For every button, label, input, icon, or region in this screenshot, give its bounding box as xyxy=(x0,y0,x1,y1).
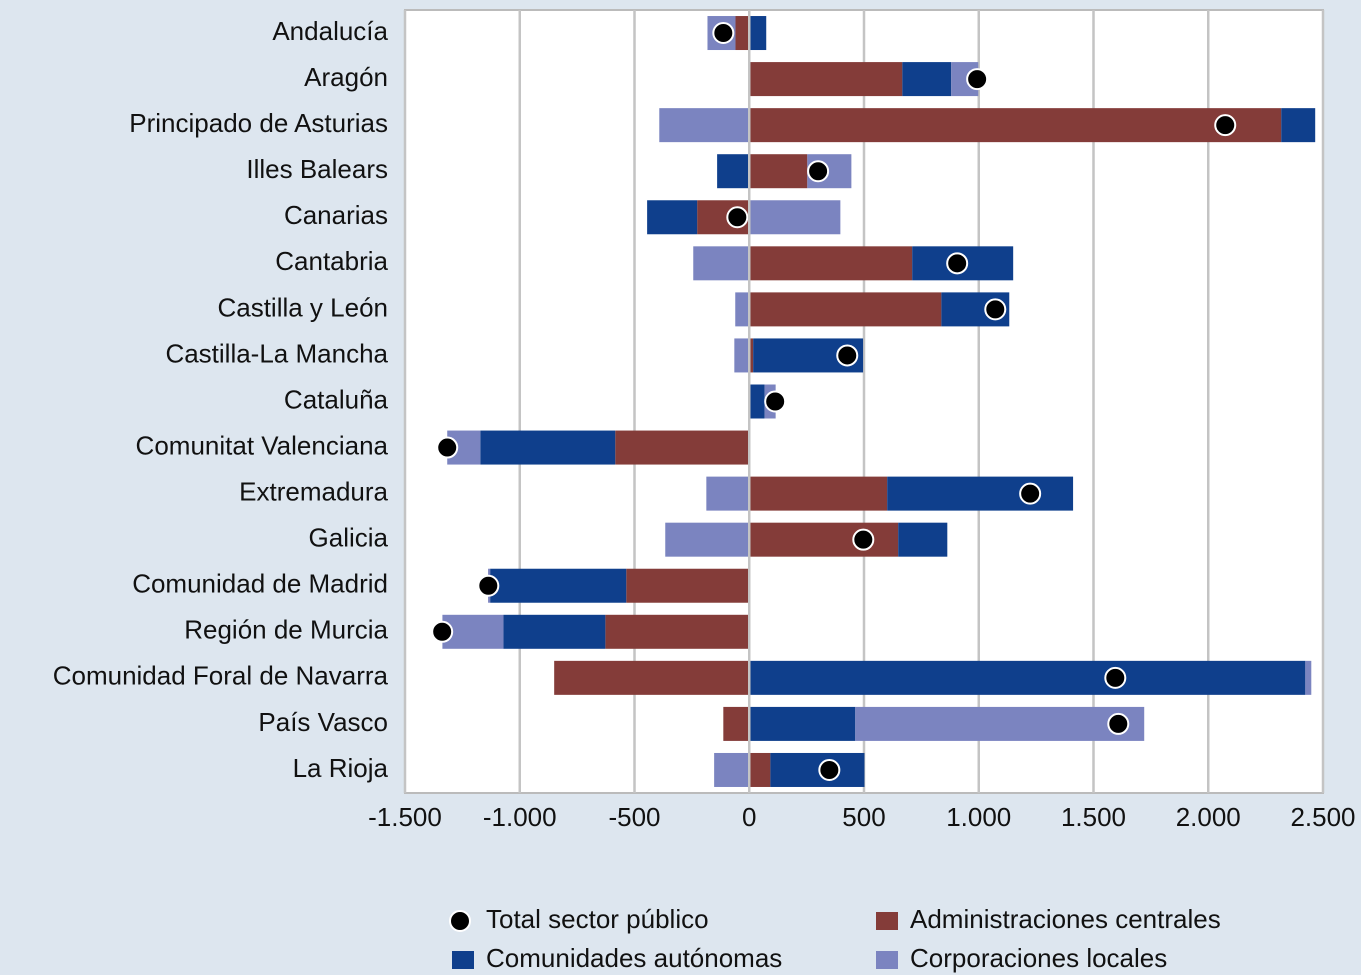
total-dot xyxy=(477,574,500,597)
total-dot xyxy=(984,298,1007,321)
y-tick-label: Comunidad Foral de Navarra xyxy=(53,661,389,691)
bar-segment xyxy=(749,338,754,373)
bar-segment xyxy=(749,246,913,281)
bar-segment xyxy=(749,16,767,51)
bar-segment xyxy=(490,568,627,603)
total-dot xyxy=(1107,712,1130,735)
legend-label: Administraciones centrales xyxy=(910,904,1221,934)
bar-segment xyxy=(1305,660,1312,695)
legend-swatch xyxy=(452,951,474,969)
x-tick-label: -500 xyxy=(608,802,660,832)
y-tick-label: Cantabria xyxy=(275,246,388,276)
total-dot xyxy=(1214,114,1237,137)
total-dot xyxy=(1019,482,1042,505)
x-tick-label: 2.500 xyxy=(1290,802,1355,832)
y-tick-label: Castilla y León xyxy=(217,292,388,322)
y-tick-label: Castilla-La Mancha xyxy=(165,338,388,368)
legend-label: Corporaciones locales xyxy=(910,943,1167,973)
bar-segment xyxy=(706,476,750,511)
y-tick-label: Principado de Asturias xyxy=(129,108,388,138)
total-dot xyxy=(807,160,830,183)
bar-segment xyxy=(647,200,698,235)
bar-segment xyxy=(503,614,606,649)
bar-segment xyxy=(1281,108,1316,143)
bar-segment xyxy=(749,522,899,557)
y-tick-label: País Vasco xyxy=(258,707,388,737)
total-dot xyxy=(764,390,787,413)
bar-segment xyxy=(693,246,750,281)
y-tick-label: Canarias xyxy=(284,200,388,230)
legend-label: Total sector público xyxy=(486,904,709,934)
y-tick-label: Región de Murcia xyxy=(184,615,388,645)
bar-segment xyxy=(735,292,750,327)
bar-segment xyxy=(734,338,750,373)
legend-swatch xyxy=(876,912,898,930)
bar-segment xyxy=(749,660,1306,695)
legend-dot xyxy=(449,910,471,932)
bar-segment xyxy=(902,62,952,97)
y-tick-label: Comunidad de Madrid xyxy=(132,569,388,599)
x-tick-label: 1.500 xyxy=(1061,802,1126,832)
y-tick-label: Illes Balears xyxy=(246,154,388,184)
y-tick-label: Comunitat Valenciana xyxy=(136,430,389,460)
x-tick-label: -1.000 xyxy=(483,802,557,832)
total-dot xyxy=(712,22,735,45)
bar-segment xyxy=(480,430,616,465)
total-dot xyxy=(431,620,454,643)
bar-segment xyxy=(750,384,765,419)
bar-segment xyxy=(665,522,750,557)
x-tick-label: 0 xyxy=(742,802,756,832)
bar-segment xyxy=(615,430,750,465)
y-tick-label: Galicia xyxy=(309,523,389,553)
total-dot xyxy=(818,758,841,781)
legend-label: Comunidades autónomas xyxy=(486,943,782,973)
bar-segment xyxy=(749,108,1282,143)
x-tick-label: 1.000 xyxy=(946,802,1011,832)
total-dot xyxy=(852,528,875,551)
total-dot xyxy=(436,436,459,459)
bar-segment xyxy=(887,476,1074,511)
bar-segment xyxy=(749,476,888,511)
bar-segment xyxy=(749,62,903,97)
y-tick-label: La Rioja xyxy=(293,753,389,783)
bar-segment xyxy=(749,752,771,787)
bar-segment xyxy=(749,200,841,235)
bar-segment xyxy=(659,108,750,143)
x-tick-label: 2.000 xyxy=(1176,802,1241,832)
bar-segment xyxy=(554,660,750,695)
bar-segment xyxy=(749,154,808,189)
x-tick-label: -1.500 xyxy=(368,802,442,832)
bar-segment xyxy=(770,752,865,787)
bar-segment xyxy=(735,16,750,51)
y-tick-label: Aragón xyxy=(304,62,388,92)
legend-swatch xyxy=(876,951,898,969)
bar-segment xyxy=(714,752,750,787)
x-tick-label: 500 xyxy=(842,802,885,832)
total-dot xyxy=(836,344,859,367)
bar-segment xyxy=(605,614,750,649)
total-dot xyxy=(966,68,989,91)
total-dot xyxy=(946,252,969,275)
bar-segment xyxy=(626,568,750,603)
bar-segment xyxy=(855,706,1145,741)
bar-segment xyxy=(749,706,856,741)
bar-segment xyxy=(723,706,750,741)
y-tick-label: Andalucía xyxy=(272,16,388,46)
total-dot xyxy=(726,206,749,229)
total-dot xyxy=(1104,666,1127,689)
bar-segment xyxy=(717,154,750,189)
y-tick-label: Cataluña xyxy=(284,384,389,414)
bar-segment xyxy=(749,292,942,327)
bar-segment xyxy=(898,522,948,557)
y-tick-label: Extremadura xyxy=(239,476,388,506)
